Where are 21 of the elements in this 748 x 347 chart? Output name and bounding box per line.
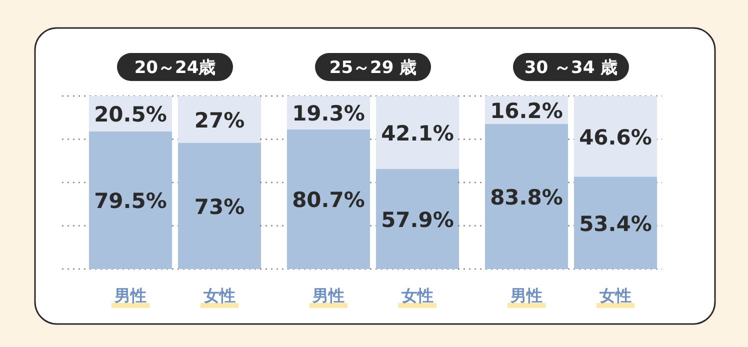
x-tick-label: 女性 bbox=[598, 286, 632, 305]
x-tick-label: 女性 bbox=[400, 286, 434, 305]
data-label: 42.1% bbox=[381, 121, 454, 146]
data-label: 57.9% bbox=[381, 208, 454, 232]
x-tick-label: 男性 bbox=[510, 286, 542, 305]
data-label: 83.8% bbox=[490, 186, 563, 210]
x-tick-label: 女性 bbox=[202, 286, 236, 305]
data-label: 73% bbox=[194, 194, 245, 219]
data-label: 53.4% bbox=[579, 212, 652, 236]
data-label: 79.5% bbox=[94, 189, 167, 214]
data-label: 80.7% bbox=[292, 188, 365, 212]
data-label: 16.2% bbox=[490, 99, 563, 124]
data-label: 19.3% bbox=[292, 102, 365, 126]
data-label: 20.5% bbox=[94, 102, 167, 127]
chart-title: 30 ～34 歳 bbox=[524, 58, 618, 78]
x-tick-label: 男性 bbox=[312, 286, 344, 305]
data-label: 46.6% bbox=[579, 125, 652, 150]
chart-title: 20～24歳 bbox=[134, 58, 216, 78]
data-label: 27% bbox=[194, 108, 245, 132]
chart-title: 25～29 歳 bbox=[329, 58, 417, 78]
x-tick-label: 男性 bbox=[114, 286, 146, 305]
